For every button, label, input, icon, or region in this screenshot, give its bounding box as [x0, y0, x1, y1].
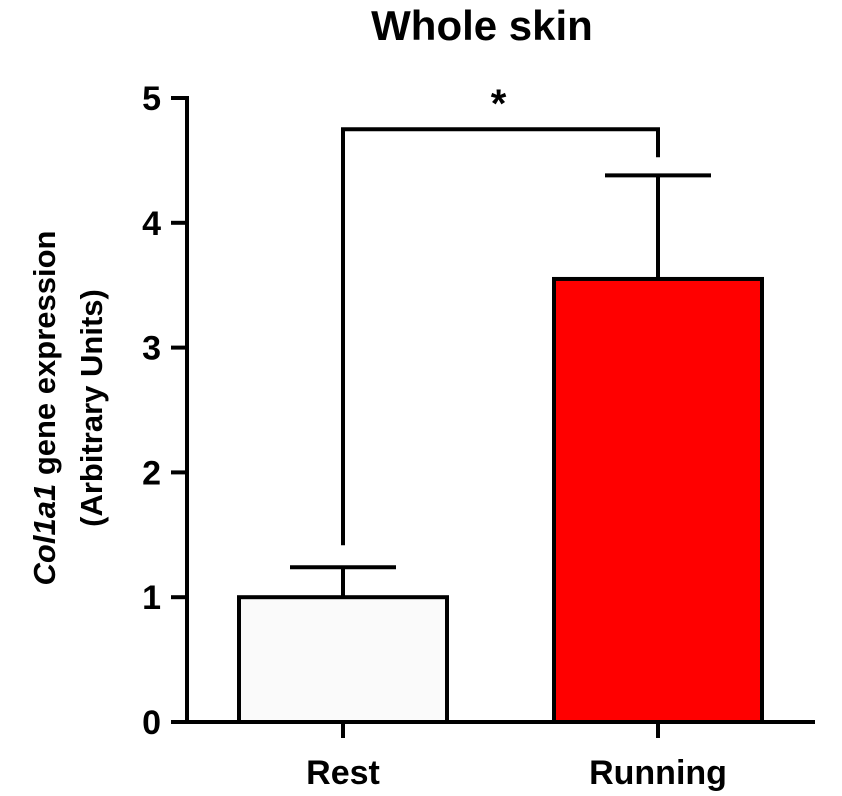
y-axis-label: Col1a1 gene expression (Arbitrary Units) [27, 231, 109, 586]
significance-label: * [491, 82, 507, 126]
y-axis-label-gene: Col1a1 [27, 484, 62, 586]
plot-area: 0 1 2 3 4 5 Rest Running * [142, 80, 815, 792]
x-tick-label-running: Running [589, 754, 727, 792]
chart-title: Whole skin [371, 2, 593, 49]
y-tick-label-1: 1 [142, 579, 161, 617]
bar-rest [237, 595, 449, 725]
y-tick-label-3: 3 [142, 330, 161, 368]
significance-bracket [341, 127, 660, 546]
bar-running [552, 276, 764, 724]
y-axis-label-line1: Col1a1 gene expression [27, 231, 62, 586]
y-tick-label-0: 0 [142, 704, 161, 742]
y-tick-label-4: 4 [142, 205, 161, 243]
y-tick-label-5: 5 [142, 80, 161, 118]
y-tick-label-2: 2 [142, 454, 161, 492]
x-tick-label-rest: Rest [306, 754, 380, 792]
y-axis-label-text: gene expression [27, 231, 62, 484]
y-axis-label-line2: (Arbitrary Units) [74, 289, 109, 527]
